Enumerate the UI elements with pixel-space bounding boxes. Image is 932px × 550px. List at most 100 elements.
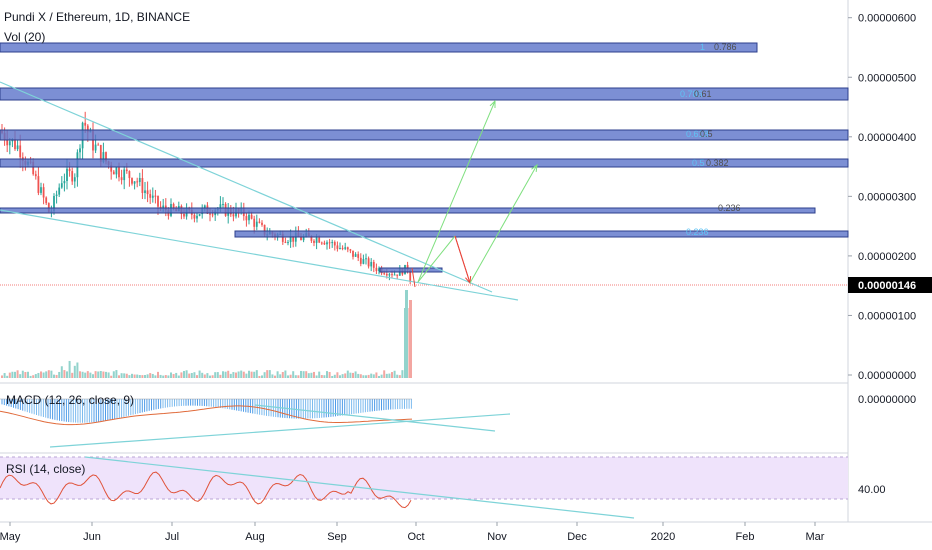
volume-bar [125,373,128,378]
candle-body [391,274,393,276]
volume-bar [136,374,139,378]
candle-body [339,247,341,249]
volume-bar [159,374,162,378]
fib-ratio-label: 1 [700,42,705,52]
volume-bar [29,375,32,378]
volume-label: Vol (20) [4,30,46,44]
volume-bar [320,375,323,378]
volume-bar [198,370,201,378]
volume-bar [281,372,284,378]
candle-body [159,206,162,208]
macd-signal-line [0,405,413,426]
volume-bar [47,370,50,378]
current-price-label: 0.00000146 [858,280,916,292]
volume-bar [318,371,321,378]
candle-body [123,169,126,181]
volume-bar [105,371,107,378]
candle-body [120,177,123,181]
candle-body [125,169,128,172]
volume-bar [196,375,198,378]
resistance-zone [0,129,849,141]
candle-body [292,236,295,242]
volume-bar [120,373,123,378]
candle-body [73,177,76,182]
volume-bar [154,375,157,378]
volume-bar [157,371,159,378]
candle-body [14,138,16,150]
volume-bar [341,374,344,378]
candle-body [128,171,131,179]
candle-body [341,247,344,249]
volume-bar [227,370,230,378]
volume-bar [279,374,282,378]
volume-bar [40,371,42,378]
fib-ratio-label: 0.786 [680,89,703,99]
time-axis-label: Oct [407,531,424,543]
volume-bar [401,370,404,378]
candle-body [110,164,113,172]
price-tick: 0.00000000 [858,370,916,382]
volume-bar [84,372,87,378]
resistance-zone [0,42,758,53]
volume-bar [162,375,165,378]
volume-bar [302,371,305,378]
volume-bar [385,373,388,378]
time-axis-label: 2020 [651,531,675,543]
candle-body [409,270,412,282]
candle-body [253,218,256,227]
volume-bar [92,374,94,378]
volume-bar [16,370,19,378]
time-axis-label: Mar [806,531,825,543]
candle-body [289,236,292,243]
volume-bar [89,372,92,378]
volume-bar [60,366,63,378]
time-axis-label: May [0,531,21,543]
volume-bar [188,373,191,378]
candle-body [183,213,185,217]
candle-body [250,214,253,219]
volume-bar [73,365,76,378]
price-tick: 0.00000200 [858,251,916,263]
volume-bar [235,372,237,378]
projection-segment [411,267,416,288]
candle-body [222,203,224,205]
volume-spike-bar [405,290,408,378]
volume-bar [349,372,352,378]
resistance-zone [234,230,849,238]
time-axis-label: Aug [245,531,265,543]
candle-body [346,247,349,250]
volume-bar [271,374,274,378]
candle-body [331,242,334,244]
candle-body [372,261,375,268]
volume-bar [50,370,53,378]
volume-bar [164,375,167,378]
candle-body [209,213,211,215]
volume-bar [68,360,71,378]
trendline [0,209,519,301]
candle-body [284,241,287,243]
volume-bar [222,371,224,378]
volume-bar [128,375,131,378]
volume-bar [333,374,336,378]
candle-body [105,152,107,162]
time-axis-label: Sep [327,531,347,543]
volume-bar [86,371,89,378]
candle-body [300,237,302,241]
candle-body [302,236,305,241]
volume-bar [326,371,328,378]
candle-body [396,274,399,276]
time-axis-label: Dec [567,531,587,543]
candle-body [16,145,19,150]
volume-bar [123,373,126,378]
volume-bar [339,375,341,378]
volume-bar [248,370,250,378]
volume-bar [250,371,253,378]
fib-ratio-label: 0.618 [686,129,709,139]
volume-bar [107,372,110,378]
macd-trendline [254,404,496,432]
volume-bar [1,375,3,378]
candle-body [157,196,159,207]
candle-body [138,178,141,183]
candle-body [136,181,139,183]
